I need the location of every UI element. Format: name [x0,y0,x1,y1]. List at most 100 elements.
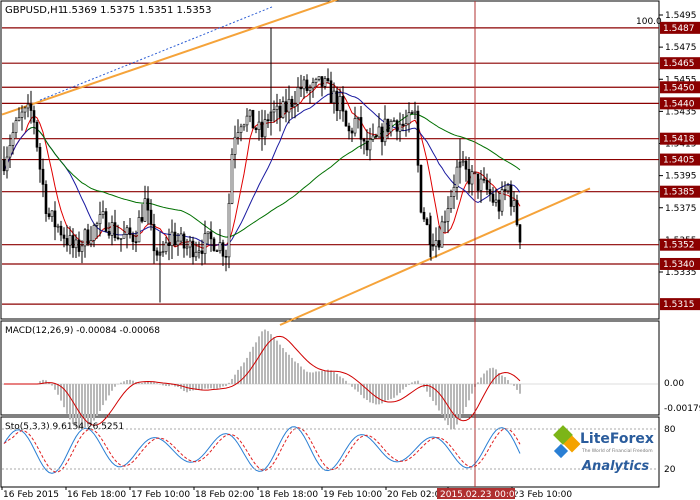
macd-hist-bar [285,352,287,384]
macd-hist-bar [489,368,491,384]
macd-hist-bar [225,384,227,387]
bar-body [23,107,27,113]
macd-hist-bar [357,384,359,392]
macd-hist-bar [378,384,380,405]
macd-hist-bar [228,382,230,384]
bar-body [59,225,63,236]
macd-hist-bar [87,384,89,427]
bar-body [410,112,414,114]
macd-hist-bar [105,384,107,401]
macd-hist-bar [375,384,377,405]
bar-body [305,79,309,91]
ohlc-readout: 1.5369 1.5375 1.5351 1.5353 [62,5,212,16]
bar-body [494,199,498,203]
macd-hist-bar [108,384,110,396]
macd-hist-bar [372,384,374,404]
macd-hist-bar [408,384,410,385]
bar-body [251,109,255,129]
bar-body [155,250,159,256]
macd-hist-bar [165,384,167,387]
macd-hist-bar [318,371,320,384]
macd-hist-bar [138,383,140,384]
macd-hist-bar [384,384,386,402]
macd-area[interactable] [0,320,660,416]
macd-min-tick: -0.00179 [664,404,700,414]
macd-hist-bar [390,384,392,399]
macd-hist-bar [324,370,326,384]
macd-hist-bar [432,384,434,401]
bar-body [47,213,51,217]
trend-lines[interactable] [1,0,591,326]
bar-body [323,78,327,87]
bar-body [77,239,81,252]
macd-hist-bar [297,363,299,384]
lower-trend-line[interactable] [279,187,591,326]
macd-hist-bar [519,384,521,394]
macd-hist-bar [234,374,236,384]
upper-trend-line[interactable] [1,0,400,116]
macd-hist-bar [162,384,164,386]
macd-hist-bar [144,381,146,384]
macd-hist-bar [483,373,485,384]
logo-tagline: The World of Financial Freedom [581,448,653,454]
macd-hist-bar [492,367,494,384]
macd-hist-bar [315,371,317,384]
bar-body [212,238,216,251]
bar-body [230,154,234,204]
macd-hist-bar [141,383,143,384]
bar-body [233,136,237,155]
bar-body [326,78,330,82]
bar-body [281,101,285,118]
bar-body [164,242,168,252]
macd-hist-bar [99,384,101,411]
macd-label: MACD(12,26,9) -0.00084 -0.00068 [5,326,160,336]
bar-body [356,117,360,119]
bar-body [302,79,306,90]
macd-hist-bar [501,375,503,384]
bar-body [236,132,240,138]
macd-hist-bar [90,384,92,425]
macd-hist-bar [486,370,488,384]
macd-hist-bar [300,366,302,384]
bar-body [221,242,225,257]
macd-hist-bar [480,377,482,384]
bar-body [194,251,198,258]
macd-hist-bar [339,376,341,384]
bar-body [17,117,21,121]
macd-hist-bar [363,384,365,399]
bar-body [335,90,339,112]
time-label: 18 Feb 02:00 [195,490,254,500]
bar-body [179,233,183,242]
macd-hist-bar [237,369,239,384]
bar-body [374,135,378,138]
bar-body [68,235,72,246]
macd-hist-bar [498,373,500,384]
macd-hist-bar [516,384,518,390]
macd-hist-bar [102,384,104,406]
macd-hist-bar [330,370,332,384]
macd-hist-bar [66,384,68,414]
bar-body [206,231,210,235]
stochastic-indicator [3,426,521,474]
bar-body [200,250,204,254]
macd-hist-bar [429,384,431,397]
macd-hist-bar [441,384,443,415]
bar-body [32,110,36,123]
bar-body [218,242,222,252]
bar-body [161,251,165,253]
bar-body [119,237,123,240]
bar-body [5,156,9,172]
bar-body [197,250,201,253]
level-tag-bg [660,153,700,166]
macd-hist-bar [213,384,215,389]
bar-body [215,250,219,252]
macd-hist-bar [183,384,185,392]
macd-hist-bar [396,384,398,396]
ma-mid-line [3,91,521,246]
macd-hist-bar [84,384,86,428]
macd-hist-bar [192,384,194,391]
bar-body [425,218,429,225]
bar-body [2,159,6,172]
bar-body [140,217,144,222]
